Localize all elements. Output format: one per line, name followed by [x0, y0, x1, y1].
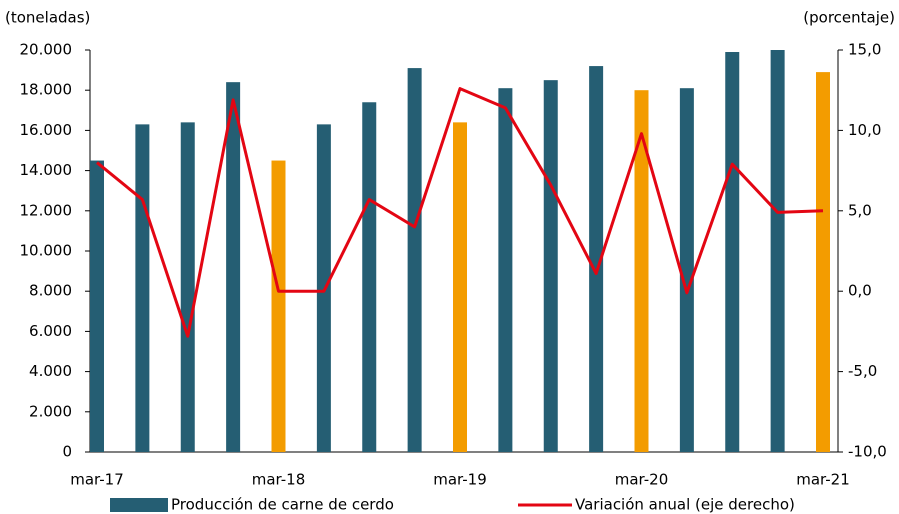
- bar: [770, 50, 785, 452]
- y-axis-label: (toneladas): [5, 9, 90, 27]
- y2-tick-label: -10,0: [848, 443, 887, 461]
- bar: [589, 66, 604, 452]
- bar: [135, 124, 150, 453]
- y-tick-label: 20.000: [20, 41, 73, 59]
- bar: [816, 72, 830, 453]
- x-tick-label: mar-21: [796, 471, 850, 489]
- y-tick-label: 2.000: [29, 402, 72, 420]
- y-tick-label: 10.000: [20, 242, 73, 260]
- y-tick-label: 16.000: [20, 121, 73, 139]
- y-tick-label: 8.000: [29, 282, 72, 300]
- bar: [453, 122, 467, 453]
- y2-tick-label: -5,0: [848, 362, 877, 380]
- bar: [362, 102, 377, 452]
- bar: [226, 82, 241, 452]
- y-tick-label: 18.000: [20, 81, 73, 99]
- bar: [271, 160, 286, 453]
- line: [96, 87, 824, 338]
- y2-tick-label: 10,0: [848, 121, 881, 139]
- legend-label: Variación anual (eje derecho): [575, 496, 795, 514]
- y-tick-label: 14.000: [20, 161, 73, 179]
- bar: [498, 88, 513, 452]
- bar: [725, 52, 740, 452]
- y-tick-label: 4.000: [29, 362, 72, 380]
- bar: [634, 90, 649, 452]
- y2-tick-label: 0,0: [848, 282, 872, 300]
- x-tick-label: mar-17: [70, 471, 124, 489]
- bar: [407, 68, 422, 452]
- y2-axis-label: (porcentaje): [803, 9, 895, 27]
- bar: [180, 122, 195, 453]
- y-tick-label: 12.000: [20, 201, 73, 219]
- bar: [543, 80, 558, 453]
- y2-tick-label: 15,0: [848, 41, 881, 59]
- x-tick-label: mar-20: [615, 471, 669, 489]
- y-tick-label: 6.000: [29, 322, 72, 340]
- legend-label: Producción de carne de cerdo: [171, 496, 394, 514]
- legend-swatch: [110, 498, 168, 512]
- bar: [679, 88, 694, 452]
- bar: [90, 160, 104, 453]
- y2-tick-label: 5,0: [848, 201, 872, 219]
- y-tick-label: 0: [62, 443, 72, 461]
- x-tick-label: mar-18: [252, 471, 306, 489]
- x-tick-label: mar-19: [433, 471, 487, 489]
